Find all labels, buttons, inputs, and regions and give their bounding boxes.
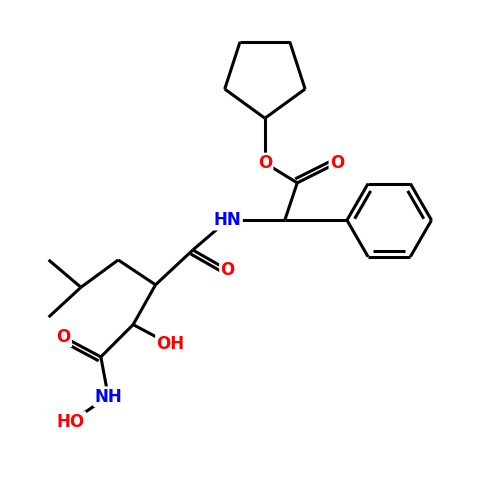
Text: OH: OH <box>156 336 184 353</box>
Text: O: O <box>258 154 272 172</box>
Text: O: O <box>220 261 235 279</box>
Text: O: O <box>330 154 344 172</box>
Text: HN: HN <box>214 211 242 229</box>
Text: NH: NH <box>94 388 122 406</box>
Text: HO: HO <box>57 412 85 430</box>
Text: O: O <box>56 328 70 346</box>
